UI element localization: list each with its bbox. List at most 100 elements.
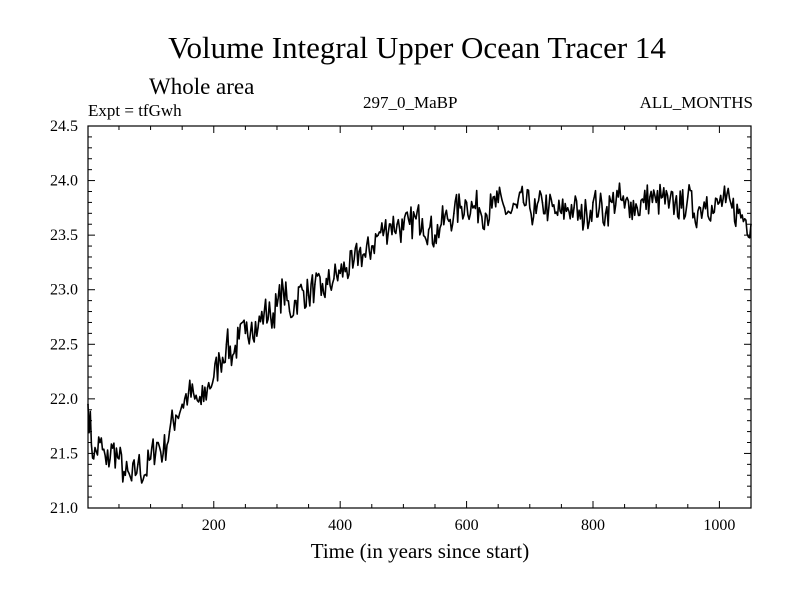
- chart-title: Volume Integral Upper Ocean Tracer 14: [168, 30, 666, 65]
- series-line: [87, 182, 752, 484]
- data-point: [238, 338, 240, 340]
- data-point: [478, 207, 481, 209]
- data-point: [345, 267, 348, 269]
- data-point: [358, 250, 360, 253]
- data-point: [212, 376, 215, 378]
- data-point: [465, 201, 468, 204]
- data-point: [598, 207, 601, 209]
- y-tick-label: 22.0: [50, 391, 78, 408]
- data-point: [320, 294, 323, 296]
- data-point: [699, 207, 702, 209]
- y-tick-label: 24.5: [50, 118, 78, 135]
- data-point: [686, 196, 689, 198]
- data-point: [484, 212, 487, 215]
- data-point: [750, 223, 752, 226]
- data-point: [421, 217, 424, 220]
- data-point: [680, 207, 683, 209]
- data-point: [377, 234, 379, 236]
- data-point: [453, 212, 455, 215]
- data-point: [396, 223, 398, 226]
- data-point: [705, 196, 708, 198]
- data-point: [156, 441, 158, 444]
- data-point: [168, 430, 171, 433]
- data-point: [181, 403, 183, 406]
- data-point: [592, 201, 594, 204]
- data-point: [206, 387, 209, 389]
- data-point: [244, 332, 247, 335]
- data-point: [472, 207, 474, 209]
- x-tick-label: 1000: [703, 517, 735, 534]
- chart-subtitle: Whole area: [149, 74, 254, 99]
- data-point: [655, 201, 657, 204]
- data-point: [661, 196, 664, 198]
- y-tick-label: 24.0: [50, 173, 78, 190]
- data-point: [642, 201, 645, 204]
- series-layer: [87, 182, 752, 484]
- data-point: [149, 458, 152, 460]
- data-point: [560, 212, 563, 215]
- data-point: [415, 217, 417, 220]
- data-point: [257, 327, 259, 329]
- x-tick-label: 400: [328, 517, 352, 534]
- data-point: [516, 207, 518, 209]
- data-point: [434, 234, 436, 236]
- x-tick-label: 200: [202, 517, 226, 534]
- data-point: [585, 212, 588, 215]
- data-point: [617, 196, 620, 198]
- data-point: [554, 212, 556, 215]
- data-point: [743, 217, 746, 220]
- x-tick-label: 600: [455, 517, 479, 534]
- data-point: [105, 463, 108, 466]
- data-point: [326, 283, 329, 286]
- data-point: [99, 441, 101, 444]
- data-point: [668, 207, 670, 209]
- y-tick-label: 23.0: [50, 282, 78, 299]
- data-point: [137, 463, 139, 466]
- data-point: [175, 414, 177, 417]
- data-point: [522, 201, 525, 204]
- data-point: [383, 228, 386, 231]
- data-point: [510, 212, 512, 215]
- data-point: [611, 201, 613, 204]
- expt-label: Expt = tfGwh: [88, 101, 182, 120]
- plot-frame: [87, 125, 752, 509]
- data-point: [118, 458, 120, 460]
- data-point: [402, 228, 405, 231]
- data-point: [528, 207, 531, 209]
- data-point: [111, 447, 114, 449]
- y-tick-label: 22.5: [50, 336, 78, 353]
- data-point: [693, 212, 695, 215]
- data-point: [389, 223, 392, 226]
- data-point: [503, 207, 506, 209]
- data-point: [459, 207, 462, 209]
- data-point: [566, 207, 569, 209]
- data-point: [301, 288, 304, 291]
- data-point: [427, 228, 430, 231]
- y-tick-label: 23.5: [50, 227, 78, 244]
- data-point: [535, 212, 537, 215]
- data-point: [225, 343, 228, 346]
- data-point: [130, 479, 133, 482]
- data-point: [370, 245, 373, 247]
- data-point: [731, 207, 733, 209]
- data-point: [630, 201, 632, 204]
- data-point: [440, 223, 443, 226]
- data-point: [604, 212, 607, 215]
- data-point: [92, 458, 95, 460]
- data-point: [231, 354, 234, 357]
- data-point: [364, 256, 367, 258]
- data-point: [219, 359, 221, 362]
- data-point: [87, 403, 89, 406]
- data-point: [307, 294, 310, 296]
- data-point: [339, 272, 341, 275]
- data-point: [724, 201, 727, 204]
- data-point: [143, 474, 146, 477]
- data-point: [408, 223, 411, 226]
- data-point: [124, 474, 127, 477]
- run-label: 297_0_MaBP: [363, 93, 457, 112]
- data-point: [712, 212, 714, 215]
- data-point: [194, 398, 196, 400]
- data-point: [269, 316, 272, 318]
- data-point: [446, 217, 449, 220]
